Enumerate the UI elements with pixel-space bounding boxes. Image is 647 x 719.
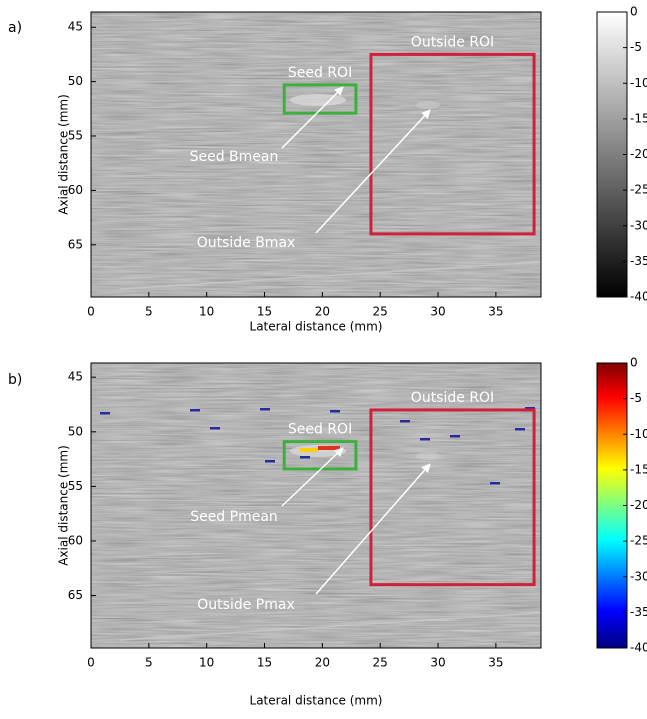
annotation: Outside Bmax [197, 235, 296, 251]
y-tick-label: 50 [68, 74, 83, 88]
annotation: Outside Pmax [197, 597, 294, 613]
roi-label: Seed ROI [288, 65, 352, 81]
colorbar-tick-label: -30 [630, 569, 647, 583]
colorbar-tick-label: -15 [630, 462, 647, 476]
x-axis-label: Lateral distance (mm) [250, 694, 383, 708]
x-tick-label: 20 [315, 305, 330, 319]
colorbar-tick-label: -5 [630, 40, 642, 54]
overlay-dash [420, 438, 430, 441]
x-tick-label: 15 [257, 305, 272, 319]
roi-box [369, 408, 536, 587]
roi-label: Outside ROI [411, 34, 494, 50]
y-tick-label: 55 [68, 129, 83, 143]
y-tick-label: 50 [68, 424, 83, 438]
overlay-hot [300, 448, 318, 452]
overlay-hot [318, 446, 340, 450]
overlay-dash [265, 460, 275, 463]
colorbar-tick-label: -35 [630, 254, 647, 268]
colorbar-tick-label: 0 [630, 5, 638, 19]
x-tick-label: 5 [145, 305, 153, 319]
y-tick-label: 65 [68, 588, 83, 602]
overlay-dash [210, 427, 220, 430]
colorbar-tick-label: -20 [630, 498, 647, 512]
x-tick-label: 10 [199, 305, 214, 319]
y-tick-label: 45 [68, 370, 83, 384]
x-tick-label: 35 [488, 305, 503, 319]
y-tick-label: 45 [68, 20, 83, 34]
annotation: Seed Pmean [190, 509, 278, 525]
overlay-dash [100, 412, 110, 415]
y-tick-label: 65 [68, 237, 83, 251]
x-tick-label: 15 [257, 656, 272, 670]
overlay-dash [400, 420, 410, 423]
colorbar-tick-label: -40 [630, 641, 647, 655]
overlay-dash [300, 456, 310, 459]
colorbar-tick-label: -5 [630, 391, 642, 405]
colorbar-tick-label: -15 [630, 111, 647, 125]
colorbar-tick-label: -35 [630, 605, 647, 619]
overlay-dash [260, 408, 270, 411]
bright-spot [290, 94, 346, 106]
colorbar-tick-label: -25 [630, 183, 647, 197]
colorbar-tick-label: -20 [630, 147, 647, 161]
colorbar-tick-label: -10 [630, 76, 647, 90]
annotation: Seed Bmean [190, 149, 279, 165]
overlay-dash [525, 407, 535, 410]
x-tick-label: 0 [87, 305, 95, 319]
bright-spot [416, 452, 440, 460]
roi-label: Outside ROI [411, 390, 494, 406]
overlay-dash [450, 435, 460, 438]
x-tick-label: 5 [145, 656, 153, 670]
specular-line [119, 261, 542, 290]
y-axis-label: Axial distance (mm) [57, 94, 71, 215]
colorbar [596, 362, 628, 649]
annotation-arrow [281, 86, 344, 149]
colorbar [596, 11, 628, 298]
annotation-arrow [315, 463, 431, 595]
x-tick-label: 30 [430, 656, 445, 670]
specular-line [119, 612, 542, 641]
y-tick-label: 60 [68, 183, 83, 197]
y-tick-label: 60 [68, 533, 83, 547]
panel-label: a) [8, 20, 22, 36]
panel-label: b) [8, 372, 22, 388]
x-tick-label: 30 [430, 305, 445, 319]
colorbar-tick-label: -25 [630, 534, 647, 548]
x-tick-label: 35 [488, 656, 503, 670]
x-tick-label: 25 [373, 305, 388, 319]
overlay-dash [330, 410, 340, 413]
colorbar-tick-label: -30 [630, 218, 647, 232]
roi-box [369, 52, 536, 236]
bright-spot [416, 101, 440, 109]
overlay-dash [490, 482, 500, 485]
annotation-arrow [281, 447, 344, 507]
annotation-arrow [315, 109, 431, 234]
x-axis-label: Lateral distance (mm) [250, 320, 383, 334]
colorbar-tick-label: -10 [630, 427, 647, 441]
roi-label: Seed ROI [288, 422, 352, 438]
roi-box [282, 83, 358, 115]
x-tick-label: 0 [87, 656, 95, 670]
y-axis-label: Axial distance (mm) [57, 445, 71, 566]
x-tick-label: 20 [315, 656, 330, 670]
x-tick-label: 10 [199, 656, 214, 670]
overlay-dash [515, 428, 525, 431]
colorbar-tick-label: -40 [630, 290, 647, 304]
image-speckle [91, 12, 541, 297]
x-tick-label: 25 [373, 656, 388, 670]
colorbar-tick-label: 0 [630, 356, 638, 370]
y-tick-label: 55 [68, 479, 83, 493]
plot-frame [90, 11, 542, 298]
plot-frame [90, 362, 542, 649]
overlay-dash [190, 409, 200, 412]
